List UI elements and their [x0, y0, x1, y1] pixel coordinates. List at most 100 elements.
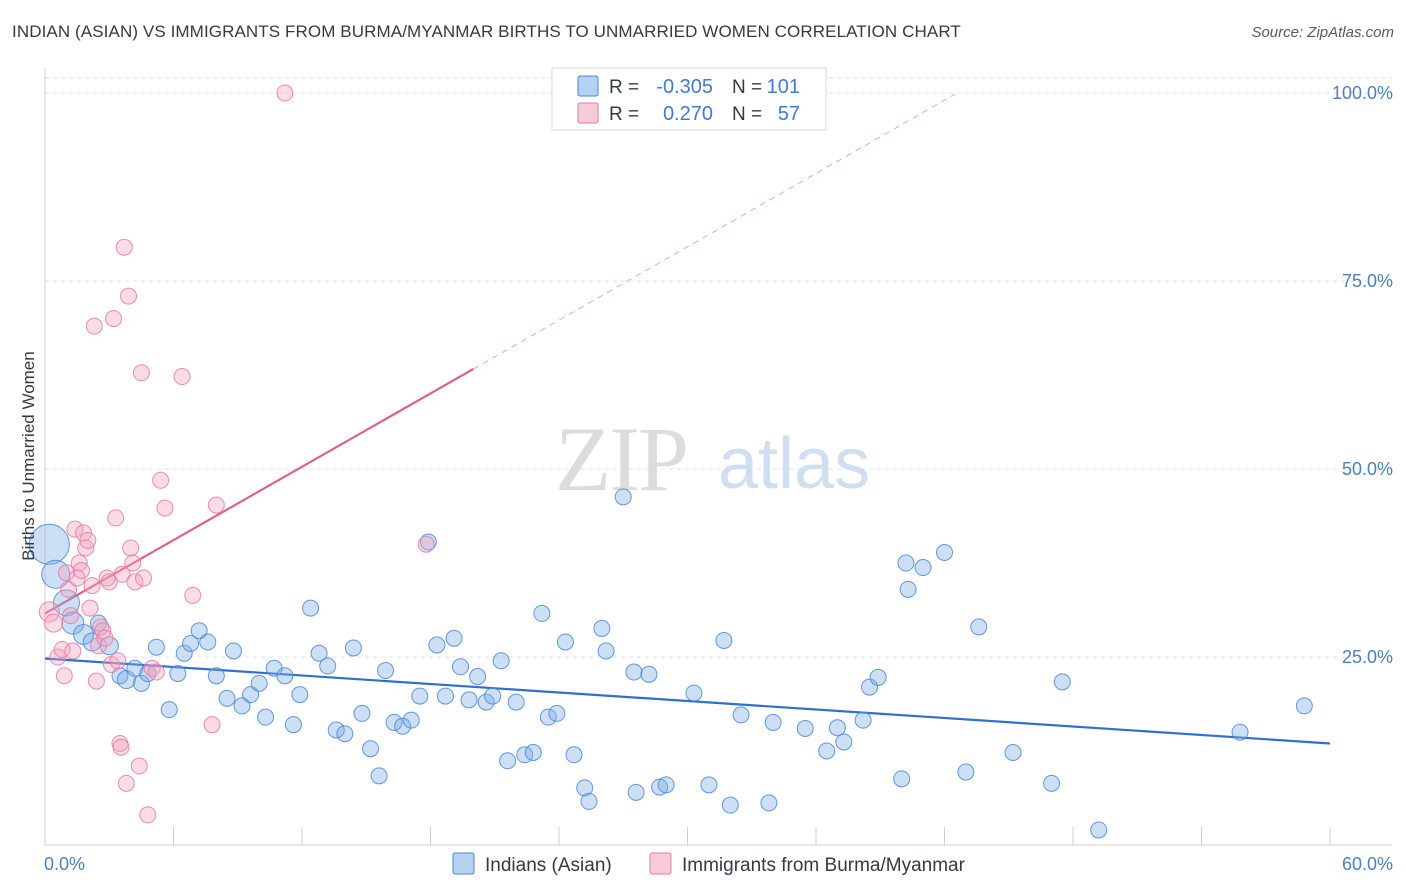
data-point — [460, 691, 478, 709]
legend-n-value-indians: 101 — [767, 76, 800, 98]
data-point — [276, 84, 294, 102]
data-point — [105, 310, 123, 328]
data-point — [1004, 744, 1022, 762]
data-point — [524, 744, 542, 762]
data-point — [218, 689, 236, 707]
data-point — [111, 667, 129, 685]
data-point — [507, 693, 525, 711]
data-point — [327, 721, 345, 739]
data-point — [627, 783, 645, 801]
watermark: ZIP atlas — [555, 408, 870, 510]
data-point — [353, 704, 371, 722]
data-point — [861, 678, 879, 696]
legend-n-value-burma: 57 — [778, 103, 800, 125]
data-point — [580, 792, 598, 810]
data-point — [132, 364, 150, 382]
data-point — [38, 601, 60, 623]
data-point — [344, 639, 362, 657]
y-tick-label: 50.0% — [1342, 459, 1393, 479]
series-legend-swatch-indians — [452, 852, 475, 875]
data-point — [417, 535, 435, 553]
data-point — [100, 573, 118, 591]
data-point — [715, 631, 733, 649]
data-point — [469, 668, 487, 686]
data-point — [828, 719, 846, 737]
data-point — [1053, 673, 1071, 691]
data-point — [85, 317, 103, 335]
data-point — [436, 687, 454, 705]
data-point — [107, 509, 125, 527]
series-legend: Indians (Asian) Immigrants from Burma/My… — [452, 852, 966, 876]
series-legend-label-burma: Immigrants from Burma/Myanmar — [682, 855, 966, 876]
data-point — [499, 752, 517, 770]
grid-lines — [45, 77, 1392, 658]
data-point — [869, 668, 887, 686]
data-point — [310, 644, 328, 662]
data-point — [593, 619, 611, 637]
data-point — [302, 599, 320, 617]
data-point — [242, 686, 260, 704]
data-point — [62, 607, 80, 625]
data-point — [1295, 697, 1313, 715]
data-point — [576, 779, 594, 797]
data-point — [614, 488, 632, 506]
data-point — [893, 770, 911, 788]
data-points — [28, 84, 1313, 839]
data-point — [175, 644, 193, 662]
data-point — [60, 580, 78, 598]
data-point — [818, 742, 836, 760]
data-point — [897, 554, 915, 572]
data-point — [250, 674, 268, 692]
data-point — [130, 757, 148, 775]
legend-r-label-indians: R = — [609, 77, 639, 98]
data-point — [57, 564, 75, 582]
series-legend-swatch-burma — [649, 852, 672, 875]
data-point — [721, 796, 739, 814]
chart-title: INDIAN (ASIAN) VS IMMIGRANTS FROM BURMA/… — [12, 22, 961, 41]
data-point — [122, 539, 140, 557]
data-point — [565, 746, 583, 764]
data-point — [126, 659, 144, 677]
data-point — [169, 665, 187, 683]
data-point — [44, 613, 64, 633]
y-tick-label: 100.0% — [1332, 83, 1393, 103]
data-point — [28, 523, 70, 565]
watermark-zip: ZIP — [555, 408, 687, 510]
data-point — [402, 711, 420, 729]
data-point — [79, 531, 97, 549]
data-point — [87, 672, 105, 690]
data-point — [207, 667, 225, 685]
legend-n-label-indians: N = — [732, 77, 762, 98]
data-point — [81, 599, 99, 617]
data-point — [319, 657, 337, 675]
data-point — [139, 806, 157, 824]
data-point — [109, 652, 127, 670]
source-credit: Source: ZipAtlas.com — [1251, 24, 1394, 41]
legend-n-label-burma: N = — [732, 104, 762, 125]
x-tick-label-min: 0.0% — [44, 854, 85, 874]
data-point — [914, 559, 932, 577]
data-point — [385, 713, 403, 731]
data-point — [64, 642, 82, 660]
data-point — [936, 543, 953, 561]
data-point — [651, 778, 669, 796]
data-point — [760, 794, 778, 812]
data-point — [556, 633, 574, 651]
data-point — [233, 697, 251, 715]
data-point — [203, 716, 221, 734]
data-point — [173, 368, 191, 386]
legend-r-value-burma: 0.270 — [663, 103, 713, 125]
data-point — [115, 238, 133, 256]
data-point — [477, 693, 495, 711]
y-tick-label: 75.0% — [1342, 271, 1393, 291]
data-point — [83, 577, 101, 595]
data-point — [700, 776, 718, 794]
data-point — [640, 665, 658, 683]
data-point — [257, 708, 275, 726]
data-point — [377, 662, 395, 680]
trend-extension-burma — [473, 93, 956, 370]
data-point — [1043, 774, 1061, 792]
data-point — [625, 663, 643, 681]
data-point — [732, 706, 750, 724]
data-point — [685, 684, 703, 702]
